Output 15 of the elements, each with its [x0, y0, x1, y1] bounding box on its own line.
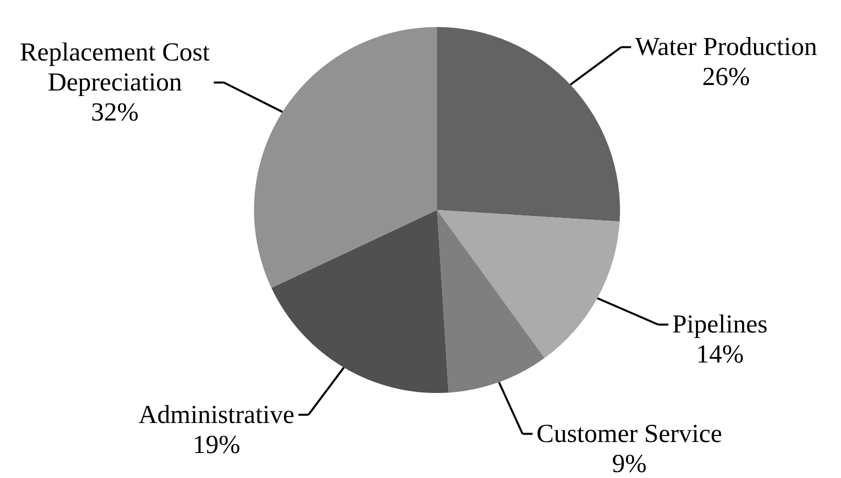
data-label: 19%	[192, 430, 240, 459]
pie-slice	[437, 210, 545, 393]
slice-label: Pipelines	[672, 310, 768, 339]
slice-label: Replacement Cost Depreciation	[20, 38, 211, 97]
slice-label: Water Production	[635, 32, 818, 62]
slice-label: Customer Service	[536, 418, 722, 448]
pie-slice	[437, 210, 620, 358]
data-label: 9%	[612, 448, 647, 478]
pie-slice	[271, 210, 448, 393]
slice-label: Administrative	[138, 400, 294, 429]
data-label: 32%	[90, 98, 139, 127]
data-label: 14%	[696, 340, 744, 369]
pie-slice	[437, 27, 620, 222]
data-label: 26%	[702, 62, 750, 92]
pie-slice	[254, 27, 437, 288]
